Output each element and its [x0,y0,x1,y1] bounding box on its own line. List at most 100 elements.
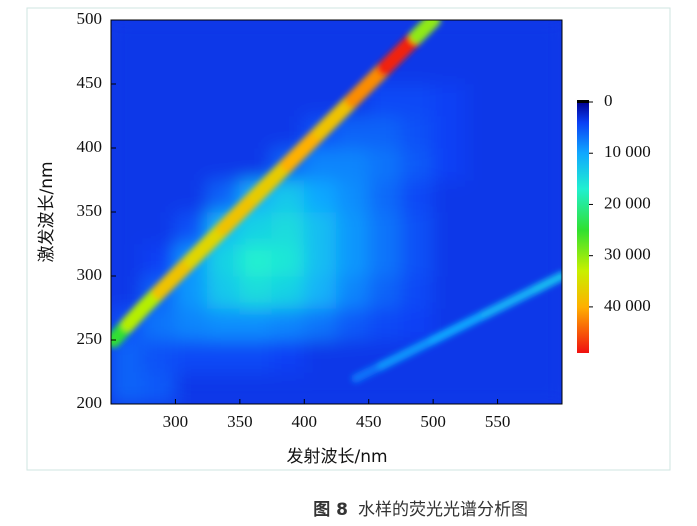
heatmap-cell [336,275,370,309]
heatmap-cell [368,243,402,277]
heatmap-cell [271,83,305,117]
heatmap-cell [207,371,241,404]
heatmap-cell [432,51,466,85]
heatmap-cell [142,339,176,373]
heatmap-cell [464,211,499,245]
heatmap-cell [400,211,434,245]
heatmap-cells [111,20,562,404]
heatmap-cell [111,243,144,277]
y-tick-label: 350 [77,201,103,220]
heatmap-cell [271,243,305,277]
y-tick-label: 400 [77,137,103,156]
ridges [111,20,562,383]
heatmap-cell [207,339,241,373]
heatmap-cell [111,147,144,181]
heatmap-cell [271,339,305,373]
heatmap-cell [239,371,273,404]
heatmap-cell [174,371,209,404]
colorbar-tick-label: 40 000 [604,296,651,315]
heatmap-cell [207,275,241,309]
heatmap-cell [142,115,176,149]
heatmap-cell [368,275,402,309]
heatmap-cell [174,20,209,53]
heatmap-cell [497,51,531,85]
y-tick-label: 300 [77,265,103,284]
heatmap-cell [271,307,305,341]
ridge-lines [111,20,562,383]
heatmap-cell [239,51,273,85]
heatmap-cell [529,51,562,85]
heatmap-cell [368,307,402,341]
heatmap-cell [497,147,531,181]
heatmap-cell [207,51,241,85]
ridge-segment [345,60,393,108]
heatmap-cell [529,243,562,277]
heatmap-cell [497,371,531,404]
heatmap-cell [271,371,305,404]
heatmap-cell [336,211,370,245]
heatmap [111,20,562,404]
ridge-segment [531,271,562,294]
heatmap-cell [497,83,531,117]
heatmap-cell [303,51,337,85]
heatmap-cell [432,83,466,117]
heatmap-cell [207,147,241,181]
heatmap-cell [303,275,337,309]
heatmap-cell [464,115,499,149]
heatmap-cell [368,371,402,404]
heatmap-cell [111,51,144,85]
heatmap-cell [174,83,209,117]
colorbar-tick-label: 30 000 [604,245,651,264]
heatmap-cell [303,371,337,404]
heatmap-cell [336,147,370,181]
heatmap-cell [336,307,370,341]
ridge-segment [248,156,296,204]
ridge-segment [480,284,541,319]
heatmap-cell [239,243,273,277]
heatmap-cell [174,115,209,149]
ridge-segment [151,252,200,300]
ridge-segment [377,28,425,76]
heatmap-cell [174,147,209,181]
heatmap-cell [174,307,209,341]
ridge-segment [351,361,387,383]
ridge-segment [216,188,264,236]
heatmap-cell [497,339,531,373]
heatmap-cell [239,20,273,53]
heatmap-cell [239,307,273,341]
x-tick-label: 500 [420,412,446,431]
y-tick-label: 450 [77,73,103,92]
heatmap-cell [497,20,531,53]
heatmap-cell [432,147,466,181]
heatmap-cell [400,307,434,341]
heatmap-cell [400,115,434,149]
heatmap-cell [239,115,273,149]
heatmap-cell [207,20,241,53]
heatmap-cell [303,243,337,277]
heatmap-cell [464,179,499,213]
heatmap-cell [303,211,337,245]
heatmap-cell [529,339,562,373]
heatmap-cell [529,307,562,341]
heatmap-cell [432,371,466,404]
heatmap-cell [111,371,144,404]
heatmap-cell [432,211,466,245]
heatmap-cell [111,179,144,213]
x-tick-label: 550 [485,412,511,431]
heatmap-cell [271,211,305,245]
x-tick-label: 450 [356,412,382,431]
heatmap-cell [400,147,434,181]
heatmap-cell [432,339,466,373]
heatmap-cell [497,179,531,213]
heatmap-cell [174,339,209,373]
colorbar-tick-label: 0 [604,91,613,110]
heatmap-cell [497,243,531,277]
heatmap-cell [464,371,499,404]
heatmap-cell [207,307,241,341]
heatmap-cell [239,339,273,373]
heatmap-cell [368,211,402,245]
ridge-segment [184,220,232,268]
heatmap-cell [464,20,499,53]
heatmap-cell [464,147,499,181]
ridge-segment [280,124,328,172]
